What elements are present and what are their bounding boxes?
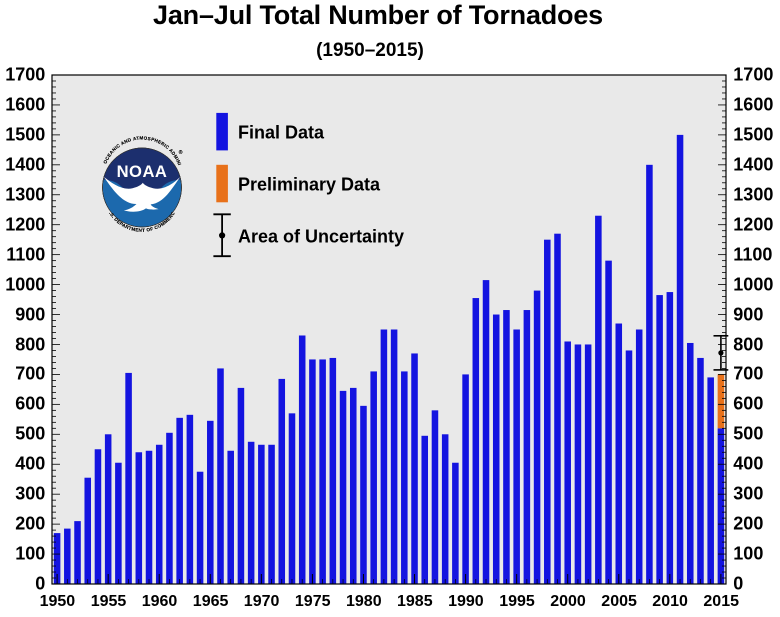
svg-text:Final Data: Final Data [238,123,325,143]
svg-text:NOAA: NOAA [117,162,168,181]
svg-text:NATIONAL OCEANIC AND ATMOSPHER: NATIONAL OCEANIC AND ATMOSPHERIC ADMINIS… [50,71,182,166]
svg-text:NATIONAL OCEANIC AND ATMOSPHER: NATIONAL OCEANIC AND ATMOSPHERIC ADMINIS… [50,71,182,166]
svg-text:Preliminary Data: Preliminary Data [238,175,381,195]
svg-text:®: ® [179,149,183,156]
svg-text:NATIONAL OCEANIC AND ATMOSPHER: NATIONAL OCEANIC AND ATMOSPHERIC ADMINIS… [50,71,182,166]
svg-text:Area of Uncertainty: Area of Uncertainty [238,227,404,247]
